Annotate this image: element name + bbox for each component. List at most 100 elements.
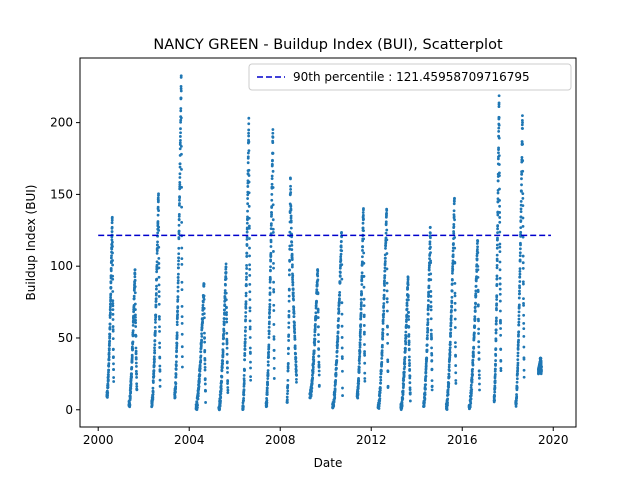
data-point (248, 282, 252, 286)
x-axis-label: Date (314, 456, 343, 470)
data-point (385, 211, 388, 215)
data-point (154, 299, 158, 303)
data-point (385, 228, 389, 232)
y-axis-ticks: 0 50 100 150 200 (50, 116, 80, 417)
data-point (269, 259, 273, 263)
data-point (132, 318, 135, 322)
data-point (469, 383, 473, 387)
data-point (498, 216, 502, 219)
data-point (381, 328, 385, 332)
data-point (248, 237, 251, 240)
data-point (495, 243, 499, 247)
data-point (317, 369, 321, 373)
data-point (112, 355, 115, 359)
data-point (453, 236, 457, 239)
data-point (248, 325, 252, 329)
data-point (177, 246, 181, 250)
data-point (271, 131, 275, 135)
data-point (268, 280, 272, 284)
data-point (221, 362, 224, 366)
data-point (177, 256, 181, 260)
data-point (453, 282, 457, 285)
data-point (362, 313, 366, 317)
data-point (448, 348, 452, 352)
data-point (110, 218, 114, 222)
data-point (110, 221, 114, 225)
data-point (495, 294, 499, 297)
data-point (285, 400, 289, 404)
data-point (290, 248, 294, 251)
data-point (197, 377, 201, 381)
data-point (174, 367, 178, 371)
data-point (424, 362, 428, 366)
data-point (378, 388, 382, 392)
data-point (493, 369, 497, 373)
data-point (316, 269, 320, 273)
data-point (179, 145, 183, 148)
data-point (336, 336, 340, 340)
data-point (521, 127, 524, 130)
data-point (450, 301, 454, 305)
data-point (132, 297, 136, 300)
data-point (270, 174, 274, 178)
data-point (313, 343, 317, 347)
data-point (497, 94, 501, 98)
data-point (453, 261, 457, 265)
data-point (469, 386, 473, 389)
data-point (249, 378, 253, 382)
data-point (243, 358, 247, 362)
data-point (243, 352, 247, 355)
data-point (474, 284, 478, 288)
data-point (363, 371, 367, 375)
data-point (178, 176, 182, 179)
data-point (358, 330, 362, 334)
data-point (426, 303, 430, 307)
data-point (495, 253, 499, 257)
data-point (106, 385, 110, 389)
data-point (495, 246, 499, 250)
data-point (133, 268, 137, 272)
data-point (179, 96, 183, 100)
data-point (317, 363, 321, 367)
data-point (196, 392, 200, 395)
data-point (499, 321, 502, 325)
data-point (292, 315, 296, 318)
data-point (473, 317, 477, 321)
data-point (200, 327, 204, 330)
data-point (111, 302, 115, 305)
data-point (317, 333, 320, 337)
data-point (202, 316, 206, 320)
data-point (180, 332, 184, 336)
data-point (429, 278, 433, 282)
data-point (202, 312, 206, 315)
data-point (156, 205, 160, 209)
data-point (362, 229, 365, 233)
data-point (476, 290, 480, 293)
data-point (286, 389, 290, 393)
data-point (272, 377, 276, 380)
data-point (402, 382, 406, 386)
data-point (427, 294, 431, 298)
data-point (446, 388, 450, 392)
data-point (332, 404, 336, 408)
data-point (453, 291, 457, 295)
data-point (177, 266, 180, 270)
data-point (515, 380, 519, 384)
data-point (106, 391, 110, 395)
data-point (174, 373, 178, 377)
data-point (224, 298, 228, 302)
data-point (317, 373, 321, 377)
data-point (317, 383, 321, 387)
data-point (452, 242, 455, 245)
data-point (497, 123, 501, 127)
data-point (497, 130, 501, 133)
data-point (294, 352, 297, 356)
data-point (180, 185, 183, 189)
data-point (226, 366, 229, 370)
data-point (384, 241, 388, 244)
data-point (340, 346, 344, 350)
data-point (220, 366, 224, 370)
data-point (223, 303, 227, 307)
data-point (453, 341, 457, 345)
data-point (496, 213, 500, 217)
